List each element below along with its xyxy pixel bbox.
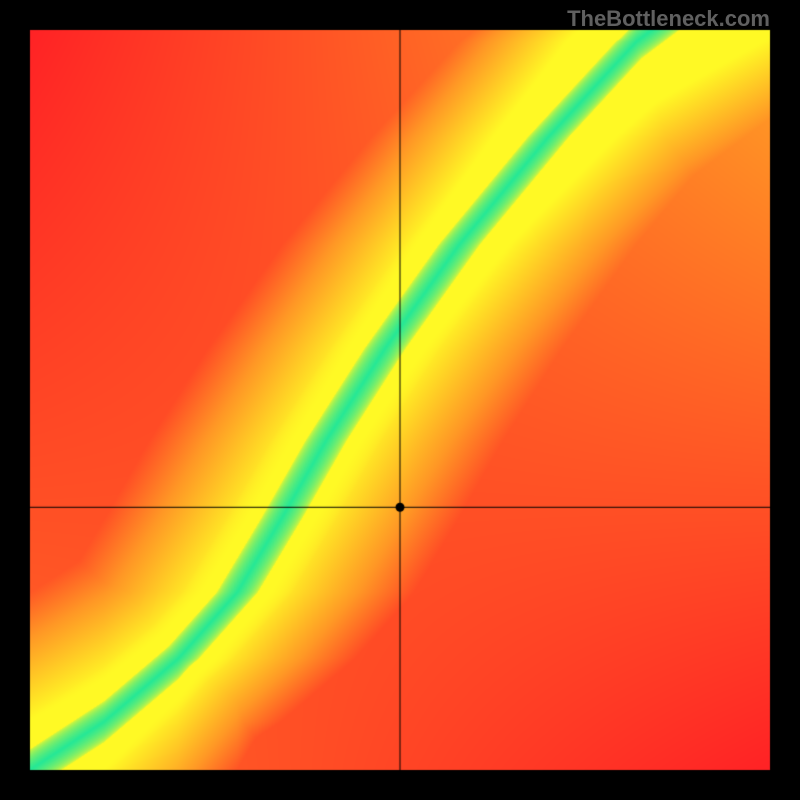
chart-container: TheBottleneck.com <box>0 0 800 800</box>
watermark-text: TheBottleneck.com <box>567 6 770 32</box>
heatmap-canvas <box>0 0 800 800</box>
